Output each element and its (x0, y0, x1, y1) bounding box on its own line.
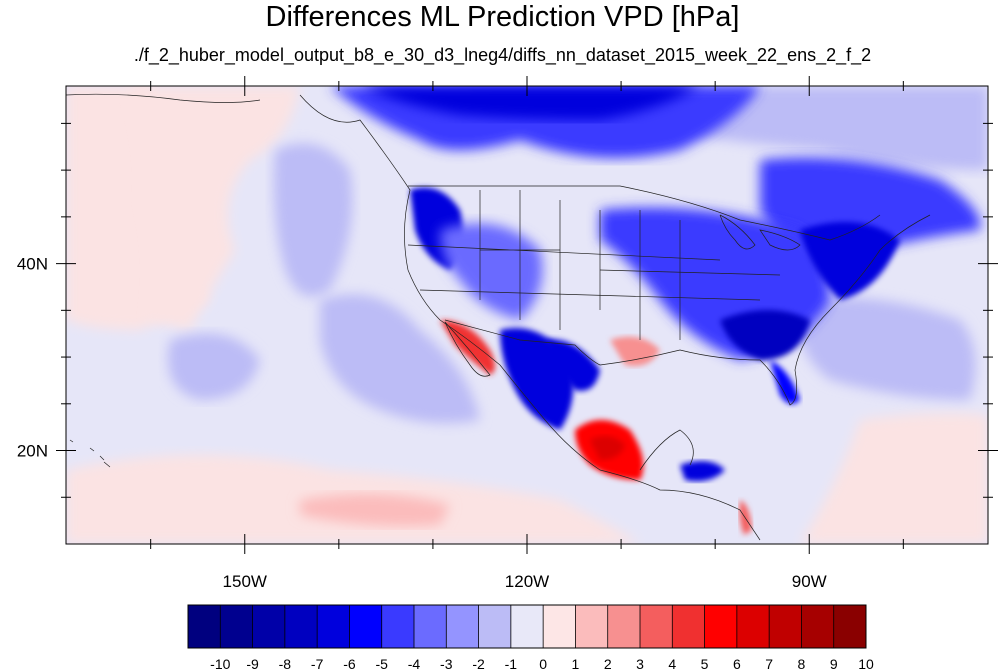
colorbar-label: -9 (246, 656, 259, 672)
colorbar-label: 8 (798, 656, 806, 672)
field-darkred-mexico (590, 436, 625, 460)
colorbar-label: -4 (408, 656, 421, 672)
lon-tick-label: 150W (223, 572, 267, 591)
field-pink-texas (610, 336, 660, 366)
colorbar-swatch (349, 605, 383, 648)
field-lightblue-pacific-b (320, 294, 480, 424)
colorbar-label: 9 (830, 656, 838, 672)
colorbar-swatch (446, 605, 479, 648)
field-red-central-america (739, 500, 752, 535)
colorbar-label: 5 (701, 656, 709, 672)
field-pink-band (130, 86, 300, 330)
coastline-alaska (66, 93, 261, 103)
field-blue-caribbean (680, 461, 725, 482)
field-darkblue-north (360, 86, 700, 120)
colorbar-swatch (607, 605, 641, 648)
colorbar-swatch (381, 605, 415, 648)
colorbar-label: 1 (572, 656, 580, 672)
lon-tick-label: 120W (505, 572, 549, 591)
field-blue-mexico-b (545, 339, 600, 391)
field-pink-atlantic (800, 413, 988, 544)
colorbar-swatch (833, 605, 867, 648)
colorbar-label: -8 (279, 656, 292, 672)
colorbar (187, 604, 867, 649)
plot-subtitle: ./f_2_huber_model_output_b8_e_30_d3_lneg… (133, 45, 872, 65)
colorbar-swatch (575, 605, 609, 648)
colorbar-swatch (284, 605, 318, 648)
colorbar-swatch (510, 605, 544, 648)
lat-tick-label: 40N (17, 255, 48, 274)
coastlines (66, 93, 931, 541)
coastline-baja (444, 321, 491, 377)
coastline-yucatan (639, 429, 694, 471)
lat-tick-label: 20N (17, 442, 48, 461)
colorbar-swatch (736, 605, 770, 648)
colorbar-label: -3 (440, 656, 453, 672)
colorbar-label: 10 (858, 656, 874, 672)
border-states-b (407, 244, 781, 301)
colorbar-swatch (672, 605, 705, 648)
colorbar-label: -7 (311, 656, 324, 672)
colorbar-swatch (478, 605, 512, 648)
field-blue-florida (770, 360, 800, 404)
colorbar-label: -1 (505, 656, 518, 672)
colorbar-swatch (188, 605, 221, 648)
field-lightblue-pacific-c (168, 333, 260, 400)
colorbar-swatch (704, 605, 738, 648)
colorbar-swatch (414, 605, 447, 648)
field-lightblue-atlantic (798, 297, 976, 400)
colorbar-swatch (317, 605, 350, 648)
colorbar-label: 0 (539, 656, 547, 672)
colorbar-label: 3 (636, 656, 644, 672)
colorbar-label: -10 (210, 656, 230, 672)
colorbar-frame (187, 604, 867, 649)
colorbar-swatch (543, 605, 576, 648)
colorbar-label: 2 (604, 656, 612, 672)
map-field (66, 86, 988, 544)
field-red-south (300, 493, 450, 527)
colorbar-label: -6 (343, 656, 356, 672)
colorbar-swatch (801, 605, 835, 648)
colorbar-swatch (769, 605, 802, 648)
colorbar-labels: -10 -9 -8 -7 -6 -5 -4 -3 -2 -1 0 1 2 3 4 5 6 7 8 9 10 (210, 656, 874, 672)
coastline-gulf (599, 214, 931, 406)
colorbar-label: 6 (733, 656, 741, 672)
axis-tick-labels: 40N 20N 150W 120W 90W (17, 255, 827, 591)
axis-ticks (56, 76, 998, 554)
colorbar-label: 4 (668, 656, 676, 672)
coastline-west (299, 94, 761, 541)
great-lakes (719, 214, 801, 251)
hawaii-islands (69, 439, 111, 468)
border-us-canada (408, 185, 881, 241)
plot-title: Differences ML Prediction VPD [hPa] (265, 1, 740, 33)
colorbar-swatch (220, 605, 253, 648)
border-us-mexico (444, 319, 601, 366)
colorbar-label: -5 (375, 656, 388, 672)
field-lightblue-pacific-a (273, 143, 353, 297)
colorbar-label: -2 (472, 656, 485, 672)
lon-tick-label: 90W (792, 572, 827, 591)
colorbar-swatch (252, 605, 286, 648)
colorbar-swatch (640, 605, 673, 648)
border-states-a (479, 190, 681, 340)
field-blue-east (800, 222, 900, 300)
field-darkblue-southeast (720, 310, 810, 360)
colorbar-label: 7 (765, 656, 773, 672)
